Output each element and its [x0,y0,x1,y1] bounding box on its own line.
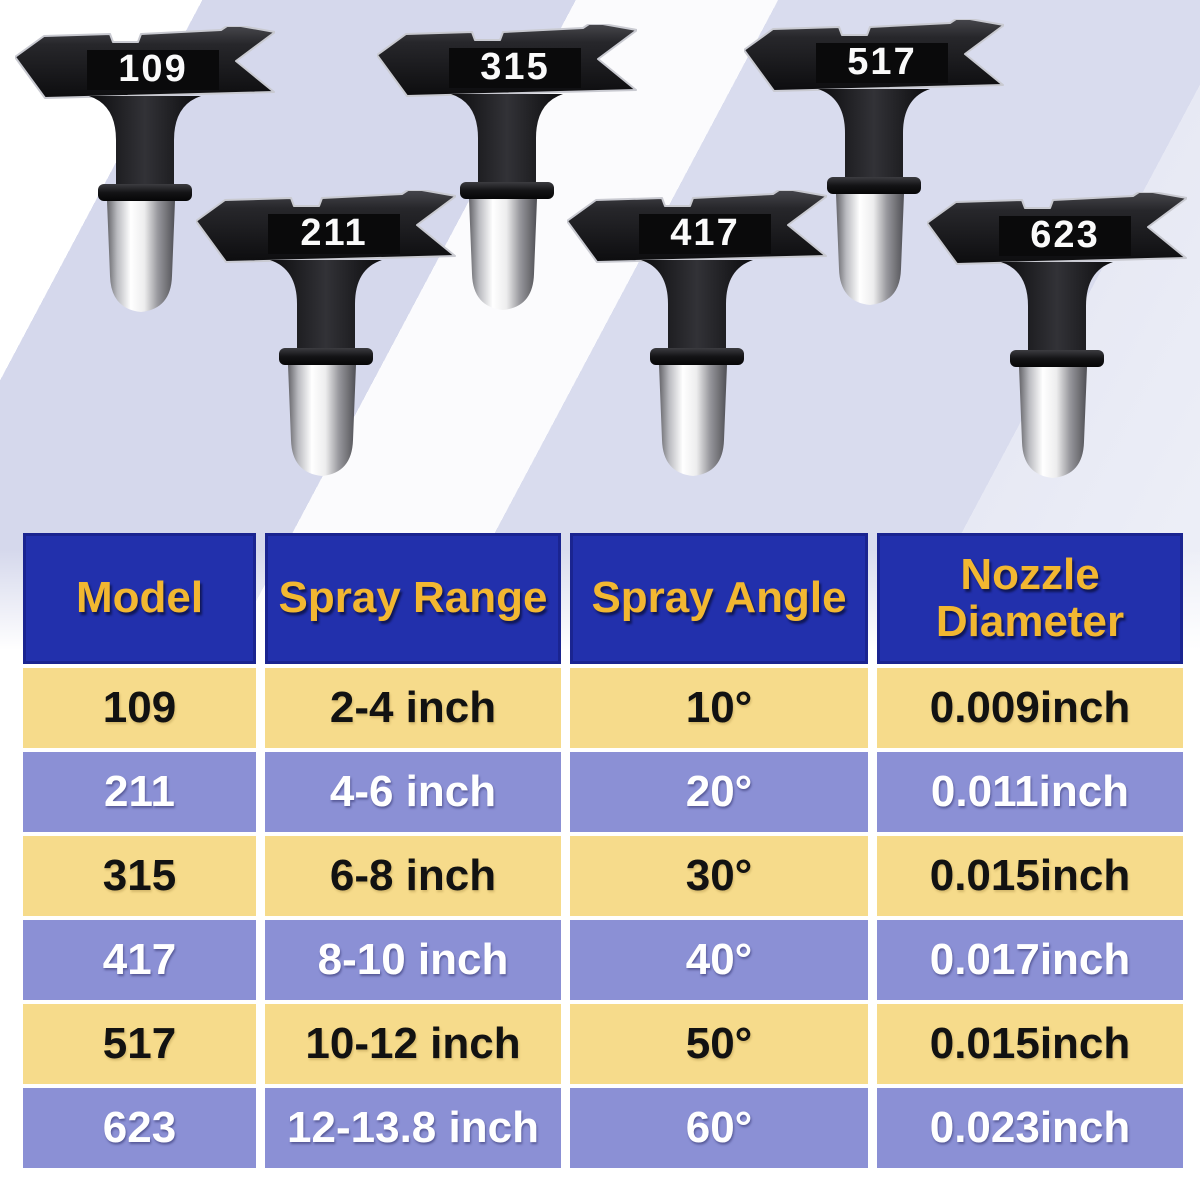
spray-tip-graphic: 517 [744,19,1004,305]
spray-tip-623: 623 [927,192,1187,494]
spray-tip-graphic: 417 [567,190,827,476]
header-cell-spray-angle: Spray Angle [570,533,868,664]
header-cell-model: Model [23,533,256,664]
tip-label: 517 [847,41,916,83]
tip-collar [279,348,373,365]
cell-nozzle-diameter: 0.011inch [877,752,1183,832]
tip-collar [98,184,192,201]
spec-table: Model Spray Range Spray Angle Nozzle Dia… [23,533,1183,1168]
spray-tip-517: 517 [744,19,1004,321]
tip-label-plate [639,214,771,254]
cell-spray-range: 8-10 inch [265,920,561,1000]
cell-model: 623 [23,1088,256,1168]
tip-collar [460,182,554,199]
cell-nozzle-diameter: 0.023inch [877,1088,1183,1168]
tip-label: 417 [670,212,739,254]
tip-nozzle-cylinder [836,194,904,305]
tip-collar [827,177,921,194]
tip-label: 315 [480,46,549,88]
tip-stem [451,94,563,186]
spray-tip-graphic: 315 [377,24,637,310]
cell-model: 109 [23,668,256,748]
tip-label-plate [87,50,219,90]
cell-model: 417 [23,920,256,1000]
tip-label-plate [999,216,1131,256]
tip-collar [1010,350,1104,367]
spray-tip-417: 417 [567,190,827,492]
tip-stem [1001,262,1113,354]
cell-model: 211 [23,752,256,832]
tip-stem [641,260,753,352]
cell-spray-range: 12-13.8 inch [265,1088,561,1168]
cell-spray-range: 10-12 inch [265,1004,561,1084]
tip-nozzle-cylinder [469,199,537,310]
tip-stem [89,96,201,188]
cell-nozzle-diameter: 0.015inch [877,836,1183,916]
tip-label-plate [816,43,948,83]
cell-spray-range: 6-8 inch [265,836,561,916]
cell-spray-angle: 50° [570,1004,868,1084]
tip-label-plate [449,48,581,88]
cell-spray-angle: 30° [570,836,868,916]
tip-label: 109 [118,48,187,90]
tip-nozzle-cylinder [659,365,727,476]
tip-label-plate [268,214,400,254]
cell-spray-range: 4-6 inch [265,752,561,832]
spray-tip-graphic: 623 [927,192,1187,478]
spray-tip-211: 211 [196,190,456,492]
cell-nozzle-diameter: 0.009inch [877,668,1183,748]
spray-tip-graphic: 109 [15,26,275,312]
header-cell-nozzle-diameter: Nozzle Diameter [877,533,1183,664]
cell-spray-range: 2-4 inch [265,668,561,748]
tip-stem [818,89,930,181]
cell-nozzle-diameter: 0.017inch [877,920,1183,1000]
tip-stem [270,260,382,352]
tip-label: 623 [1030,214,1099,256]
header-cell-spray-range: Spray Range [265,533,561,664]
cell-spray-angle: 20° [570,752,868,832]
cell-spray-angle: 40° [570,920,868,1000]
spray-tip-109: 109 [15,26,275,328]
tip-nozzle-cylinder [107,201,175,312]
cell-spray-angle: 10° [570,668,868,748]
cell-nozzle-diameter: 0.015inch [877,1004,1183,1084]
tip-collar [650,348,744,365]
tip-label: 211 [300,212,367,254]
cell-spray-angle: 60° [570,1088,868,1168]
cell-model: 517 [23,1004,256,1084]
tip-nozzle-cylinder [1019,367,1087,478]
cell-model: 315 [23,836,256,916]
spray-tip-graphic: 211 [196,190,456,476]
spray-tip-315: 315 [377,24,637,326]
tip-nozzle-cylinder [288,365,356,476]
